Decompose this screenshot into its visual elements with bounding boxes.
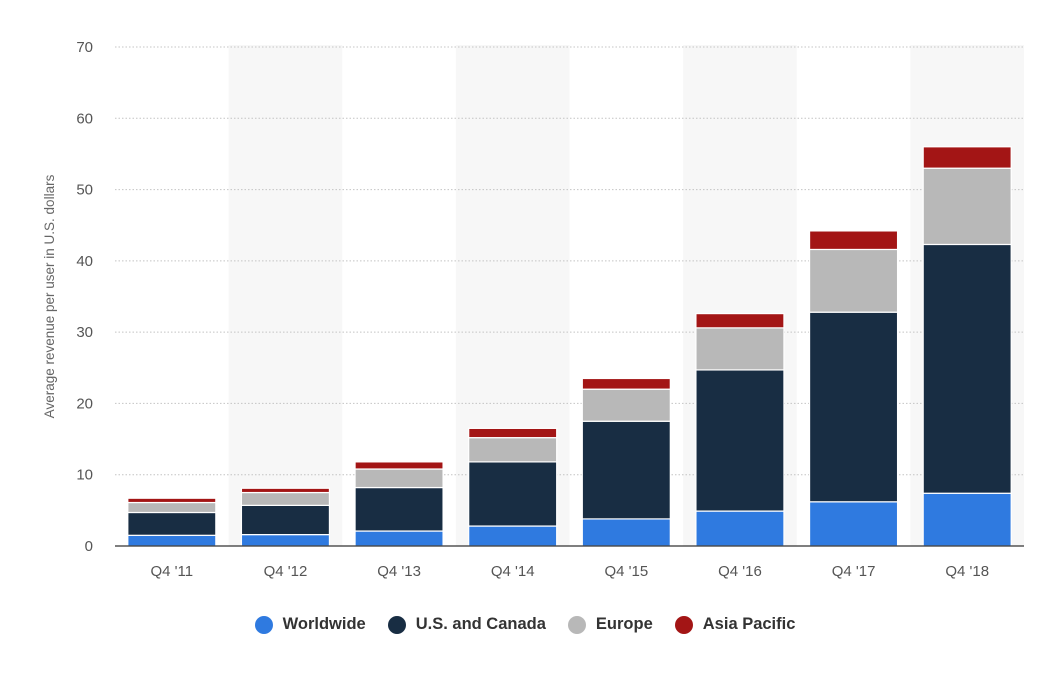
y-tick-label-0: 0 xyxy=(85,538,93,555)
bar-europe-7 xyxy=(922,167,1012,246)
band-1 xyxy=(228,45,343,546)
y-tick-label-60: 60 xyxy=(76,110,93,127)
x-tick-label-5: Q4 '16 xyxy=(718,563,762,580)
y-tick-label-10: 10 xyxy=(76,467,93,484)
legend-item-europe[interactable]: Europe xyxy=(567,615,653,634)
bar-u-s-and-canada-4 xyxy=(581,420,671,520)
x-tick-label-1: Q4 '12 xyxy=(264,563,308,580)
bar-worldwide-3 xyxy=(468,525,558,547)
bar-worldwide-1 xyxy=(240,533,331,547)
bar-worldwide-7 xyxy=(922,492,1012,547)
y-tick-label-50: 50 xyxy=(76,182,93,199)
x-tick-label-0: Q4 '11 xyxy=(151,563,194,580)
legend-marker xyxy=(254,615,273,634)
bar-asia-pacific-2 xyxy=(354,461,444,470)
bar-u-s-and-canada-0 xyxy=(127,511,217,536)
bar-group-6 xyxy=(808,230,899,547)
bar-asia-pacific-5 xyxy=(695,313,785,329)
bar-u-s-and-canada-1 xyxy=(240,504,331,536)
bar-worldwide-2 xyxy=(354,530,444,547)
bar-asia-pacific-6 xyxy=(808,230,899,251)
bar-worldwide-4 xyxy=(581,518,671,547)
legend-marker xyxy=(567,615,586,634)
y-tick-label-30: 30 xyxy=(76,324,93,341)
bar-europe-4 xyxy=(581,388,671,422)
bar-group-5 xyxy=(695,313,785,547)
axes-layer: 0 10 20 30 40 50 60 70 Q4 '11 Q4 '12 Q4 '13 Q4 '14 Q… xyxy=(76,39,1024,580)
legend-marker xyxy=(387,615,406,634)
bar-asia-pacific-3 xyxy=(468,427,558,439)
stacked-bar-chart: 0 10 20 30 40 50 60 70 Q4 '11 Q4 '12 Q4 '13 Q4 '14 Q… xyxy=(42,39,1024,580)
x-tick-label-6: Q4 '17 xyxy=(832,563,876,580)
bars-layer xyxy=(127,146,1012,547)
y-tick-label-40: 40 xyxy=(76,253,93,270)
bar-group-2 xyxy=(354,461,444,547)
y-tick-label-20: 20 xyxy=(76,395,93,412)
bar-europe-6 xyxy=(808,248,899,313)
bar-u-s-and-canada-5 xyxy=(695,369,785,512)
bar-u-s-and-canada-2 xyxy=(354,486,444,532)
bar-asia-pacific-4 xyxy=(581,377,671,390)
x-tick-label-4: Q4 '15 xyxy=(604,563,648,580)
legend: Worldwide U.S. and Canada Europe Asia Pacif… xyxy=(0,615,1050,634)
legend-label: Europe xyxy=(595,615,653,633)
x-tick-label-7: Q4 '18 xyxy=(945,563,989,580)
bar-asia-pacific-7 xyxy=(922,146,1012,169)
bar-worldwide-5 xyxy=(695,510,785,547)
bar-u-s-and-canada-7 xyxy=(922,243,1012,494)
legend-label: Asia Pacific xyxy=(702,615,796,633)
bar-u-s-and-canada-6 xyxy=(808,311,899,503)
bar-worldwide-6 xyxy=(808,501,899,547)
bar-europe-1 xyxy=(240,491,331,506)
y-tick-label-70: 70 xyxy=(76,39,93,56)
legend-label: U.S. and Canada xyxy=(415,615,546,633)
bar-europe-0 xyxy=(127,501,217,514)
bar-group-1 xyxy=(240,487,331,547)
legend-item-u-s-and-canada[interactable]: U.S. and Canada xyxy=(387,615,546,634)
bar-asia-pacific-0 xyxy=(127,497,217,504)
bar-u-s-and-canada-3 xyxy=(468,461,558,527)
bar-europe-3 xyxy=(468,437,558,463)
legend-label: Worldwide xyxy=(282,615,366,633)
y-axis-label: Average revenue per user in U.S. dollars xyxy=(42,174,57,418)
legend-item-asia-pacific[interactable]: Asia Pacific xyxy=(674,615,796,634)
bar-europe-5 xyxy=(695,327,785,371)
bar-group-0 xyxy=(127,497,217,547)
x-tick-label-3: Q4 '14 xyxy=(491,563,535,580)
bar-worldwide-0 xyxy=(127,534,217,547)
legend-marker xyxy=(674,615,693,634)
bar-europe-2 xyxy=(354,468,444,489)
bar-group-7 xyxy=(922,146,1012,547)
x-tick-label-2: Q4 '13 xyxy=(377,563,421,580)
legend-item-worldwide[interactable]: Worldwide xyxy=(254,615,366,634)
bar-asia-pacific-1 xyxy=(240,487,331,494)
bar-group-3 xyxy=(468,427,558,547)
bar-group-4 xyxy=(581,377,671,547)
